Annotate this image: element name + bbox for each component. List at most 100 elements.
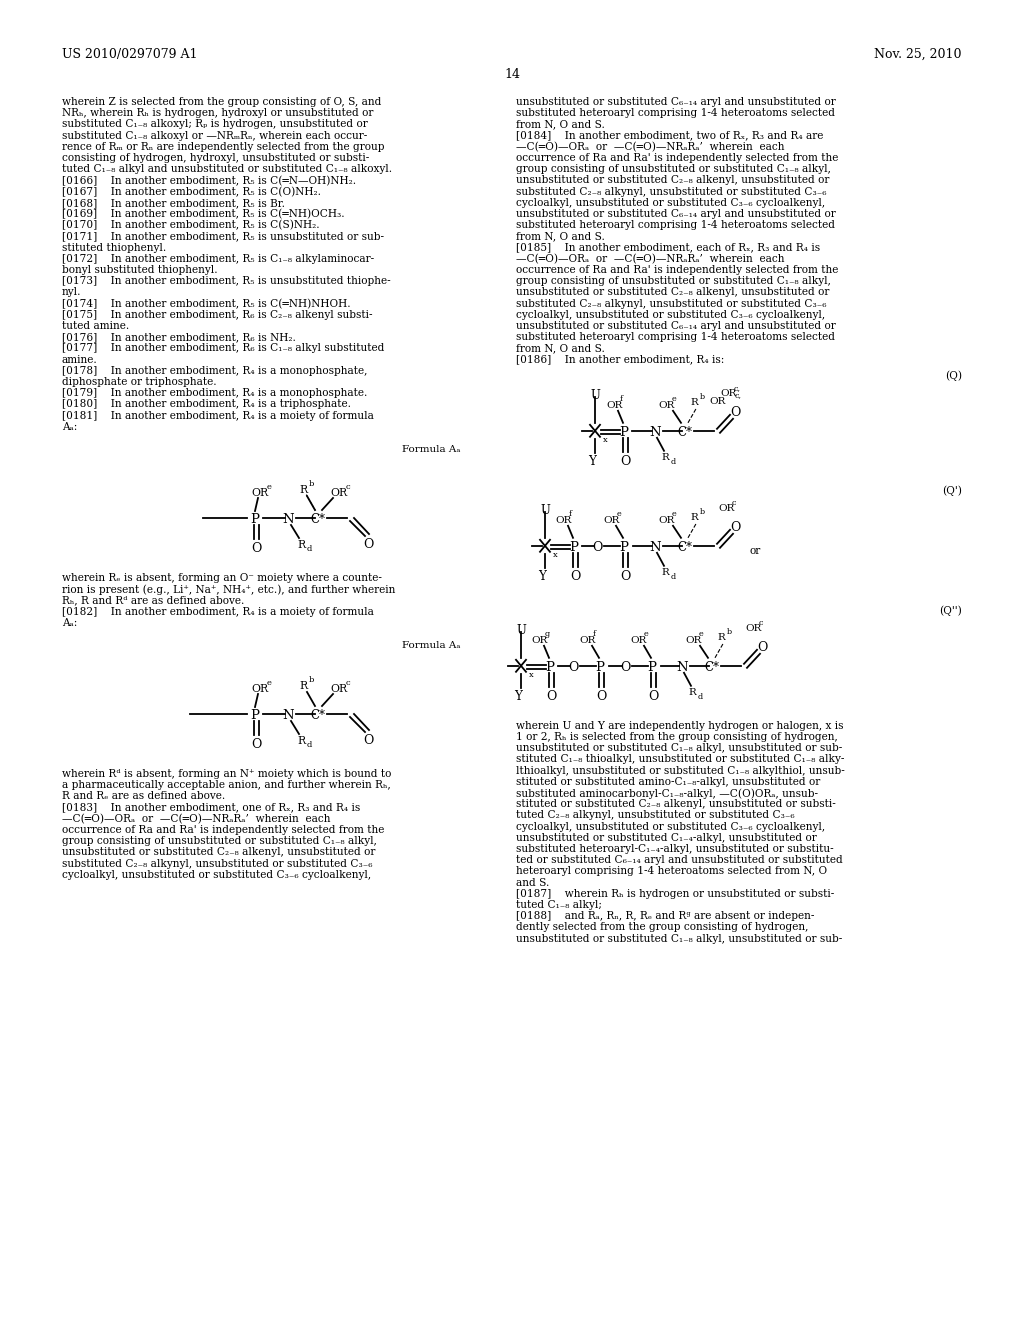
Text: stituted C₁₋₈ thioalkyl, unsubstituted or substituted C₁₋₈ alky-: stituted C₁₋₈ thioalkyl, unsubstituted o… xyxy=(516,755,845,764)
Text: [0174]    In another embodiment, R₅ is C(═NH)NHOH.: [0174] In another embodiment, R₅ is C(═N… xyxy=(62,298,350,309)
Text: Y: Y xyxy=(588,455,596,467)
Text: e: e xyxy=(644,630,649,638)
Text: OR: OR xyxy=(251,488,268,498)
Text: OR: OR xyxy=(630,636,646,644)
Text: group consisting of unsubstituted or substituted C₁₋₈ alkyl,: group consisting of unsubstituted or sub… xyxy=(62,836,377,846)
Text: O: O xyxy=(251,738,261,751)
Text: b: b xyxy=(700,508,706,516)
Text: P: P xyxy=(251,709,259,722)
Text: [0177]    In another embodiment, R₆ is C₁₋₈ alkyl substituted: [0177] In another embodiment, R₆ is C₁₋₈… xyxy=(62,343,384,354)
Text: f: f xyxy=(620,395,623,403)
Text: cycloalkyl, unsubstituted or substituted C₃₋₆ cycloalkenyl,: cycloalkyl, unsubstituted or substituted… xyxy=(62,870,371,880)
Text: [0179]    In another embodiment, R₄ is a monophosphate.: [0179] In another embodiment, R₄ is a mo… xyxy=(62,388,368,399)
Text: group consisting of unsubstituted or substituted C₁₋₈ alkyl,: group consisting of unsubstituted or sub… xyxy=(516,164,830,174)
Text: O: O xyxy=(568,661,579,673)
Text: substituted C₂₋₈ alkynyl, unsubstituted or substituted C₃₋₆: substituted C₂₋₈ alkynyl, unsubstituted … xyxy=(62,858,373,869)
Text: Aₐ:: Aₐ: xyxy=(62,618,78,628)
Text: [0186]    In another embodiment, R₄ is:: [0186] In another embodiment, R₄ is: xyxy=(516,355,724,364)
Text: g: g xyxy=(545,630,550,638)
Text: [0167]    In another embodiment, R₅ is C(O)NH₂.: [0167] In another embodiment, R₅ is C(O)… xyxy=(62,186,321,197)
Text: R: R xyxy=(297,540,305,550)
Text: OR: OR xyxy=(603,516,620,525)
Text: Rₕ, R⁣ and Rᵈ are as defined above.: Rₕ, R⁣ and Rᵈ are as defined above. xyxy=(62,595,245,606)
Text: OR: OR xyxy=(685,636,701,644)
Text: Y: Y xyxy=(514,690,522,702)
Text: U: U xyxy=(540,504,550,517)
Text: P: P xyxy=(596,661,604,673)
Text: OR: OR xyxy=(720,389,736,397)
Text: C*: C* xyxy=(678,541,692,554)
Text: [0171]    In another embodiment, R₅ is unsubstituted or sub-: [0171] In another embodiment, R₅ is unsu… xyxy=(62,231,384,242)
Text: unsubstituted or substituted C₂₋₈ alkenyl, unsubstituted or: unsubstituted or substituted C₂₋₈ alkeny… xyxy=(516,176,829,185)
Text: stituted or substituted amino-C₁₋₈-alkyl, unsubstituted or: stituted or substituted amino-C₁₋₈-alkyl… xyxy=(516,776,820,787)
Text: nyl.: nyl. xyxy=(62,288,82,297)
Text: c: c xyxy=(759,619,764,627)
Text: unsubstituted or substituted C₁₋₈ alkyl, unsubstituted or sub-: unsubstituted or substituted C₁₋₈ alkyl,… xyxy=(516,933,843,944)
Text: substituted C₂₋₈ alkynyl, unsubstituted or substituted C₃₋₆: substituted C₂₋₈ alkynyl, unsubstituted … xyxy=(516,298,826,309)
Text: O: O xyxy=(757,640,767,653)
Text: d: d xyxy=(307,741,312,748)
Text: tuted amine.: tuted amine. xyxy=(62,321,129,331)
Text: R: R xyxy=(717,632,725,642)
Text: f: f xyxy=(569,510,572,517)
Text: unsubstituted or substituted C₆₋₁₄ aryl and unsubstituted or: unsubstituted or substituted C₆₋₁₄ aryl … xyxy=(516,321,836,331)
Text: substituted C₁₋₈ alkoxyl; Rₚ is hydrogen, unsubstituted or: substituted C₁₋₈ alkoxyl; Rₚ is hydrogen… xyxy=(62,119,368,129)
Text: P: P xyxy=(620,541,629,554)
Text: d: d xyxy=(671,458,676,466)
Text: b: b xyxy=(727,628,732,636)
Text: [0180]    In another embodiment, R₄ is a triphosphate.: [0180] In another embodiment, R₄ is a tr… xyxy=(62,400,351,409)
Text: —C(═O)—ORₐ  or  —C(═O)—NRₐRₐ’  wherein  each: —C(═O)—ORₐ or —C(═O)—NRₐRₐ’ wherein each xyxy=(62,814,331,824)
Text: [0185]    In another embodiment, each of Rₓ, R₃ and R₄ is: [0185] In another embodiment, each of Rₓ… xyxy=(516,243,820,252)
Text: Nov. 25, 2010: Nov. 25, 2010 xyxy=(874,48,962,61)
Text: R: R xyxy=(688,688,695,697)
Text: rion is present (e.g., Li⁺, Na⁺, NH₄⁺, etc.), and further wherein: rion is present (e.g., Li⁺, Na⁺, NH₄⁺, e… xyxy=(62,585,395,595)
Text: R: R xyxy=(299,484,307,495)
Text: b: b xyxy=(309,676,314,684)
Text: U: U xyxy=(516,624,526,636)
Text: b: b xyxy=(309,480,314,488)
Text: C*: C* xyxy=(310,709,326,722)
Text: P: P xyxy=(620,426,629,438)
Text: cycloalkyl, unsubstituted or substituted C₃₋₆ cycloalkenyl,: cycloalkyl, unsubstituted or substituted… xyxy=(516,821,825,832)
Text: substituted heteroaryl comprising 1-4 heteroatoms selected: substituted heteroaryl comprising 1-4 he… xyxy=(516,108,835,119)
Text: e: e xyxy=(672,395,677,403)
Text: [0168]    In another embodiment, R₅ is Br.: [0168] In another embodiment, R₅ is Br. xyxy=(62,198,285,207)
Text: [0187]    wherein Rₕ is hydrogen or unsubstituted or substi-: [0187] wherein Rₕ is hydrogen or unsubst… xyxy=(516,888,835,899)
Text: O: O xyxy=(362,539,374,550)
Text: O: O xyxy=(620,455,630,467)
Text: from N, O and S.: from N, O and S. xyxy=(516,231,605,242)
Text: (Q'): (Q') xyxy=(942,486,962,496)
Text: O: O xyxy=(730,521,740,533)
Text: U: U xyxy=(590,389,600,401)
Text: amine.: amine. xyxy=(62,355,97,364)
Text: OR: OR xyxy=(330,684,347,694)
Text: C*: C* xyxy=(678,426,692,438)
Text: O: O xyxy=(251,543,261,554)
Text: d: d xyxy=(698,693,703,701)
Text: e: e xyxy=(267,483,272,491)
Text: R: R xyxy=(297,737,305,746)
Text: [0184]    In another embodiment, two of Rₓ, R₃ and R₄ are: [0184] In another embodiment, two of Rₓ,… xyxy=(516,131,823,141)
Text: OR: OR xyxy=(710,397,726,405)
Text: —C(═O)—ORₐ  or  —C(═O)—NRₐRₐ’  wherein  each: —C(═O)—ORₐ or —C(═O)—NRₐRₐ’ wherein each xyxy=(516,253,784,264)
Text: [0166]    In another embodiment, R₅ is C(═N—OH)NH₂.: [0166] In another embodiment, R₅ is C(═N… xyxy=(62,176,356,186)
Text: bonyl substituted thiophenyl.: bonyl substituted thiophenyl. xyxy=(62,265,218,275)
Text: OR: OR xyxy=(658,401,675,409)
Text: wherein Rᵈ is absent, forming an N⁺ moiety which is bound to: wherein Rᵈ is absent, forming an N⁺ moie… xyxy=(62,770,391,779)
Text: e: e xyxy=(267,678,272,686)
Text: OR: OR xyxy=(658,516,675,525)
Text: diphosphate or triphosphate.: diphosphate or triphosphate. xyxy=(62,378,217,387)
Text: unsubstituted or substituted C₆₋₁₄ aryl and unsubstituted or: unsubstituted or substituted C₆₋₁₄ aryl … xyxy=(516,96,836,107)
Text: c,: c, xyxy=(734,384,741,392)
Text: N: N xyxy=(676,661,688,673)
Text: OR: OR xyxy=(251,684,268,694)
Text: Formula Aₐ: Formula Aₐ xyxy=(401,445,460,454)
Text: tuted C₁₋₈ alkyl and unsubstituted or substituted C₁₋₈ alkoxyl.: tuted C₁₋₈ alkyl and unsubstituted or su… xyxy=(62,164,392,174)
Text: f: f xyxy=(593,630,596,638)
Text: OR: OR xyxy=(579,636,595,644)
Text: O: O xyxy=(546,690,556,702)
Text: e: e xyxy=(617,510,622,517)
Text: O: O xyxy=(648,690,658,702)
Text: c: c xyxy=(346,483,350,491)
Text: tuted C₁₋₈ alkyl;: tuted C₁₋₈ alkyl; xyxy=(516,900,602,909)
